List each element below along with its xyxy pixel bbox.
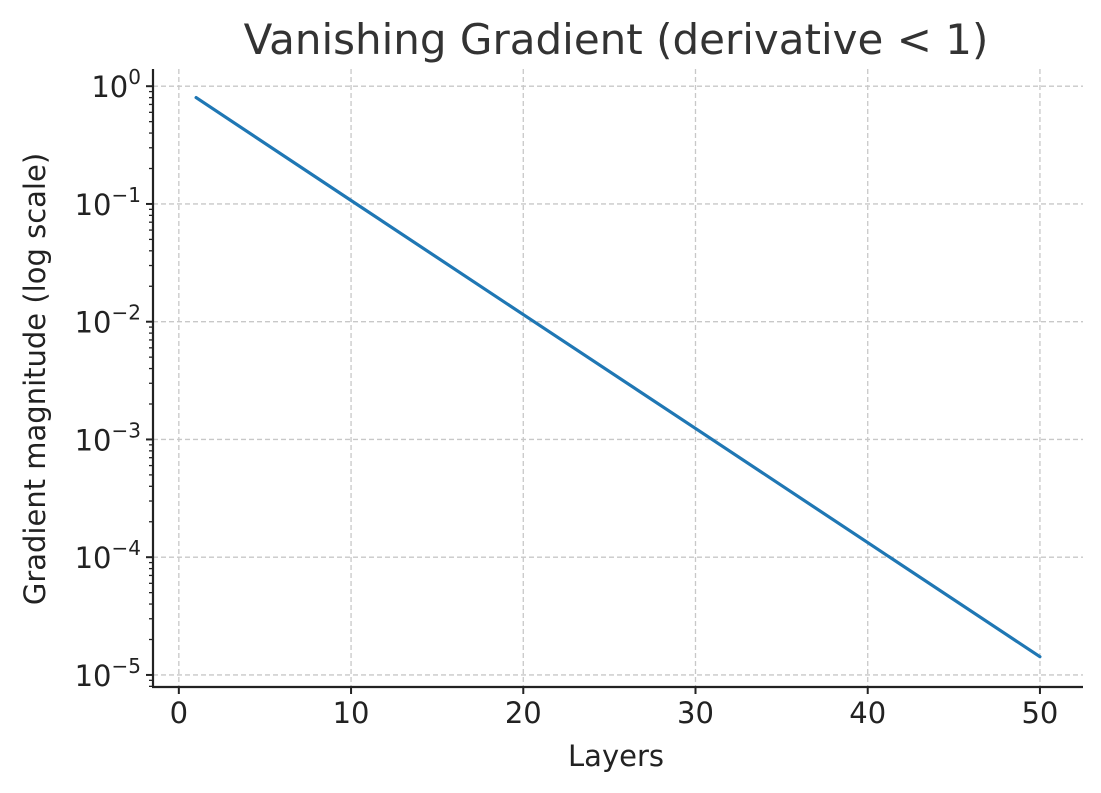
x-tick-label: 40 bbox=[849, 696, 886, 730]
x-tick-label: 30 bbox=[677, 696, 714, 730]
y-tick-label: 10−1 bbox=[75, 183, 141, 222]
plot-series bbox=[194, 95, 1042, 659]
y-tick-label: 10−3 bbox=[75, 418, 141, 457]
chart-title: Vanishing Gradient (derivative < 1) bbox=[244, 15, 989, 64]
x-tick-label: 20 bbox=[505, 696, 542, 730]
y-tick-label: 100 bbox=[91, 65, 141, 104]
y-tick-label: 10−5 bbox=[75, 654, 141, 693]
y-tick-label: 10−2 bbox=[75, 301, 141, 340]
x-tick-label: 50 bbox=[1021, 696, 1058, 730]
x-axis-label: Layers bbox=[568, 739, 664, 773]
series-line bbox=[194, 95, 1042, 659]
y-ticks: 100 10−1 10−2 10−3 10−4 10−5 bbox=[75, 65, 153, 693]
x-tick-label: 0 bbox=[170, 696, 188, 730]
x-ticks: 0 10 20 30 40 50 bbox=[170, 687, 1058, 730]
y-axis-label: Gradient magnitude (log scale) bbox=[18, 153, 52, 605]
y-tick-label: 10−4 bbox=[75, 536, 141, 575]
axes bbox=[151, 69, 1083, 689]
x-tick-label: 10 bbox=[333, 696, 370, 730]
grid bbox=[153, 69, 1083, 687]
